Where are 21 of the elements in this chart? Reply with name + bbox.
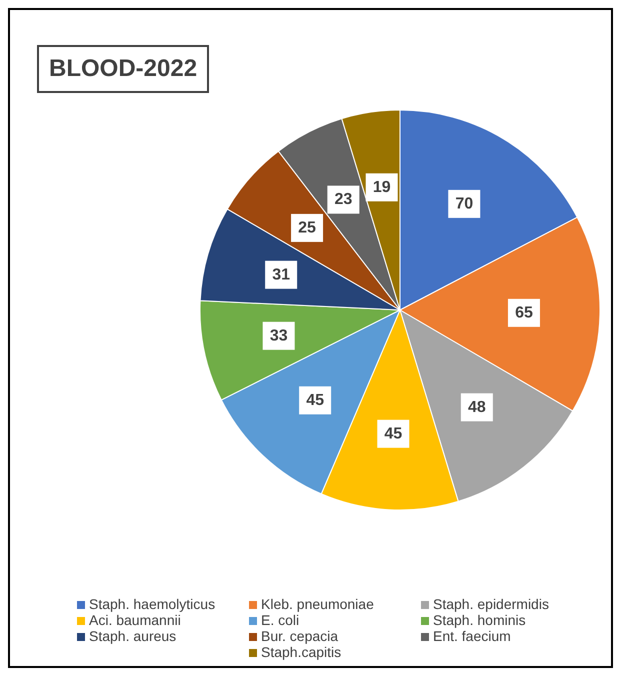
data-label: 31: [272, 266, 290, 284]
data-label: 19: [372, 178, 391, 196]
chart-title: BLOOD-2022: [37, 45, 210, 93]
legend-label: Staph. epidermidis: [433, 596, 550, 612]
data-label: 70: [455, 195, 474, 212]
data-label: 65: [515, 304, 533, 322]
legend-label: Ent. faecium: [433, 628, 512, 644]
data-label: 48: [468, 398, 486, 416]
legend-label: E. coli: [261, 612, 300, 628]
legend-label: Staph.capitis: [261, 644, 342, 660]
legend-label: Staph. hominis: [433, 612, 527, 628]
legend-label: Aci. baumannii: [89, 612, 182, 628]
data-label: 45: [306, 392, 324, 409]
data-label: 33: [270, 327, 288, 344]
legend-label: Bur. cepacia: [261, 628, 340, 644]
legend-label: Staph. aureus: [89, 628, 178, 644]
data-label: 45: [384, 425, 402, 442]
legend-label: Kleb. pneumoniae: [261, 596, 375, 612]
data-label: 25: [298, 219, 316, 236]
legend-label: Staph. haemolyticus: [89, 596, 216, 612]
data-label: 23: [334, 191, 352, 208]
